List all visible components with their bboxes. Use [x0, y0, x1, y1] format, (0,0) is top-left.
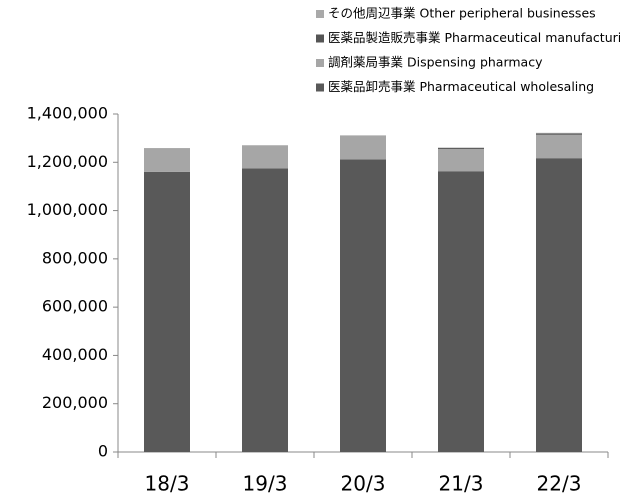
y-tick-label: 200,000: [42, 393, 108, 412]
x-tick-label: 22/3: [537, 472, 582, 496]
bar-segment: [438, 148, 484, 150]
y-tick-label: 800,000: [42, 248, 108, 267]
bar-segment: [536, 132, 582, 134]
legend-label: その他周辺事業 Other peripheral businesses: [328, 6, 596, 21]
bar-segment: [340, 135, 386, 160]
bar-segment: [242, 145, 288, 169]
y-tick-label: 1,400,000: [27, 104, 108, 123]
bar-segment: [438, 149, 484, 172]
legend-swatch: [316, 34, 324, 43]
y-tick-label: 1,000,000: [27, 200, 108, 219]
bar-segment: [144, 171, 190, 452]
y-tick-label: 1,200,000: [27, 152, 108, 171]
bar-segment: [144, 148, 190, 172]
y-tick-label: 400,000: [42, 345, 108, 364]
bar-segment: [438, 171, 484, 452]
bar-segment: [242, 168, 288, 453]
y-tick-label: 600,000: [42, 297, 108, 316]
legend-swatch: [316, 59, 324, 67]
bar-segment: [536, 134, 582, 159]
bar-segment: [536, 133, 582, 135]
x-tick-label: 20/3: [341, 472, 386, 496]
legend-label: 医薬品製造販売事業 Pharmaceutical manufacturing a…: [328, 30, 620, 45]
bar-segment: [536, 158, 582, 452]
bar-segment: [340, 159, 386, 453]
legend-swatch: [316, 10, 324, 18]
legend-swatch: [316, 83, 324, 92]
x-tick-label: 18/3: [145, 472, 190, 496]
x-tick-label: 19/3: [243, 472, 288, 496]
y-tick-label: 0: [98, 442, 108, 461]
legend-label: 調剤薬局事業 Dispensing pharmacy: [328, 55, 543, 70]
legend-label: 医薬品卸売事業 Pharmaceutical wholesaling: [328, 79, 594, 94]
x-tick-label: 21/3: [439, 472, 484, 496]
